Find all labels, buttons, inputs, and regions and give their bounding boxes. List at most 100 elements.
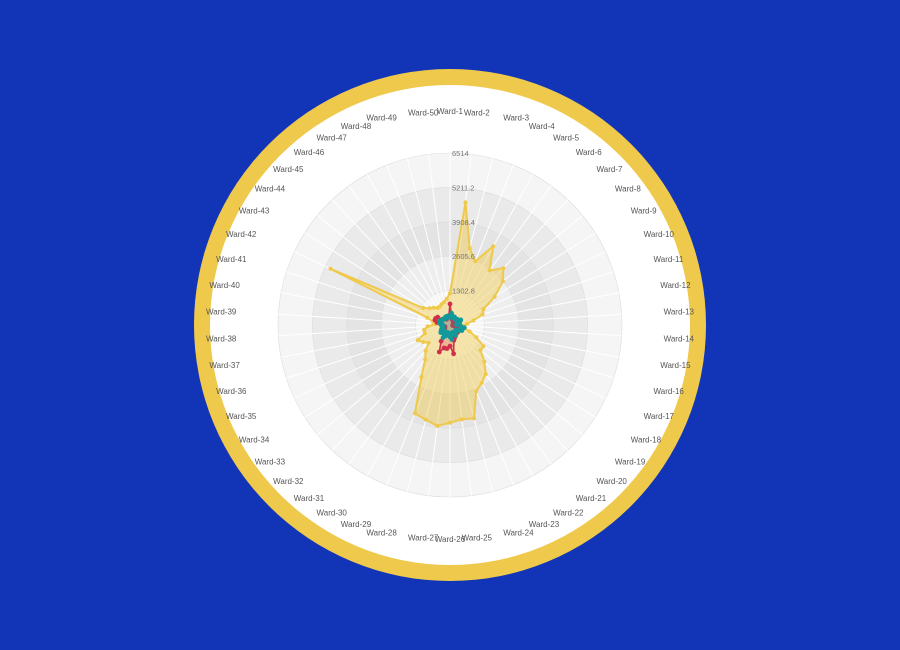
spoke <box>449 324 494 492</box>
data-point <box>482 359 487 364</box>
spoke <box>427 324 451 496</box>
data-point <box>454 322 459 327</box>
data-point <box>422 327 427 332</box>
category-label: Ward-8 <box>615 185 641 194</box>
category-label: Ward-14 <box>664 334 695 343</box>
data-point <box>467 329 472 334</box>
spoke <box>406 158 451 326</box>
spoke <box>449 154 473 326</box>
spoke <box>449 324 552 465</box>
data-point <box>501 266 506 271</box>
radial-tick-label: 3908.4 <box>452 218 475 227</box>
category-label: Ward-12 <box>660 281 691 290</box>
spoke <box>449 324 569 451</box>
spoke <box>317 214 451 326</box>
spoke <box>331 199 451 326</box>
data-point <box>448 420 452 425</box>
spoke <box>449 232 596 326</box>
spoke <box>449 292 620 326</box>
data-point <box>467 246 472 251</box>
data-point <box>419 375 424 380</box>
spoke <box>449 185 552 326</box>
data-point <box>473 259 478 264</box>
category-label: Ward-50 <box>408 109 439 118</box>
category-label: Ward-46 <box>294 148 325 157</box>
spoke <box>449 324 514 486</box>
spoke <box>348 324 451 465</box>
category-label: Ward-29 <box>341 520 372 529</box>
data-point <box>427 306 432 311</box>
data-point <box>446 314 452 320</box>
category-label: Ward-25 <box>462 533 493 542</box>
category-label: Ward-5 <box>553 134 579 143</box>
spoke <box>278 313 451 326</box>
data-point <box>444 296 449 301</box>
spoke <box>348 185 451 326</box>
category-label: Ward-49 <box>366 114 397 123</box>
data-point <box>441 345 447 351</box>
data-point <box>442 300 447 304</box>
category-label: Ward-24 <box>503 528 534 537</box>
category-label: Ward-23 <box>529 520 560 529</box>
category-label: Ward-4 <box>529 122 555 131</box>
category-label: Ward-35 <box>226 412 257 421</box>
category-label: Ward-20 <box>597 477 628 486</box>
spoke <box>449 271 614 326</box>
spoke <box>366 174 451 326</box>
data-point <box>423 417 428 422</box>
spoke <box>449 199 569 326</box>
spoke <box>278 324 451 337</box>
category-label: Ward-36 <box>216 387 247 396</box>
series-1 <box>328 200 506 428</box>
data-point <box>448 291 452 296</box>
data-point <box>423 357 428 362</box>
data-point <box>483 372 488 377</box>
data-point <box>463 200 468 205</box>
data-point <box>425 324 430 329</box>
category-label: Ward-47 <box>317 134 348 143</box>
category-label: Ward-22 <box>553 509 584 518</box>
data-point <box>492 294 497 299</box>
spoke <box>294 324 451 399</box>
spoke <box>449 324 583 436</box>
data-point <box>431 305 436 310</box>
data-point <box>478 348 483 353</box>
spoke <box>386 164 451 326</box>
category-label: Ward-26 <box>435 535 466 544</box>
data-point <box>435 423 440 428</box>
category-label: Ward-21 <box>576 494 607 503</box>
category-label: Ward-27 <box>408 533 439 542</box>
category-label: Ward-42 <box>226 230 257 239</box>
category-label: Ward-19 <box>615 457 646 466</box>
spoke <box>449 214 583 326</box>
data-point <box>421 306 426 310</box>
data-point <box>480 312 485 317</box>
category-label: Ward-15 <box>660 361 691 370</box>
data-point <box>422 331 427 336</box>
spoke <box>449 324 596 418</box>
category-label: Ward-13 <box>664 308 695 317</box>
data-point <box>500 279 505 284</box>
spoke <box>449 324 620 358</box>
spoke <box>449 324 614 379</box>
radial-tick-label: 5211.2 <box>452 183 474 192</box>
category-label: Ward-45 <box>273 165 304 174</box>
spoke <box>304 324 451 418</box>
category-label: Ward-28 <box>366 528 397 537</box>
spoke <box>304 232 451 326</box>
data-point <box>425 315 430 320</box>
spoke <box>449 324 534 476</box>
spoke <box>366 324 451 476</box>
data-point <box>459 417 464 422</box>
data-point <box>415 338 420 343</box>
category-label: Ward-3 <box>503 114 529 123</box>
data-point <box>465 321 470 326</box>
category-label: Ward-2 <box>464 109 490 118</box>
radial-tick-label: 1302.8 <box>452 287 475 296</box>
spoke <box>449 164 514 326</box>
data-point <box>436 349 442 355</box>
data-point <box>328 266 333 271</box>
